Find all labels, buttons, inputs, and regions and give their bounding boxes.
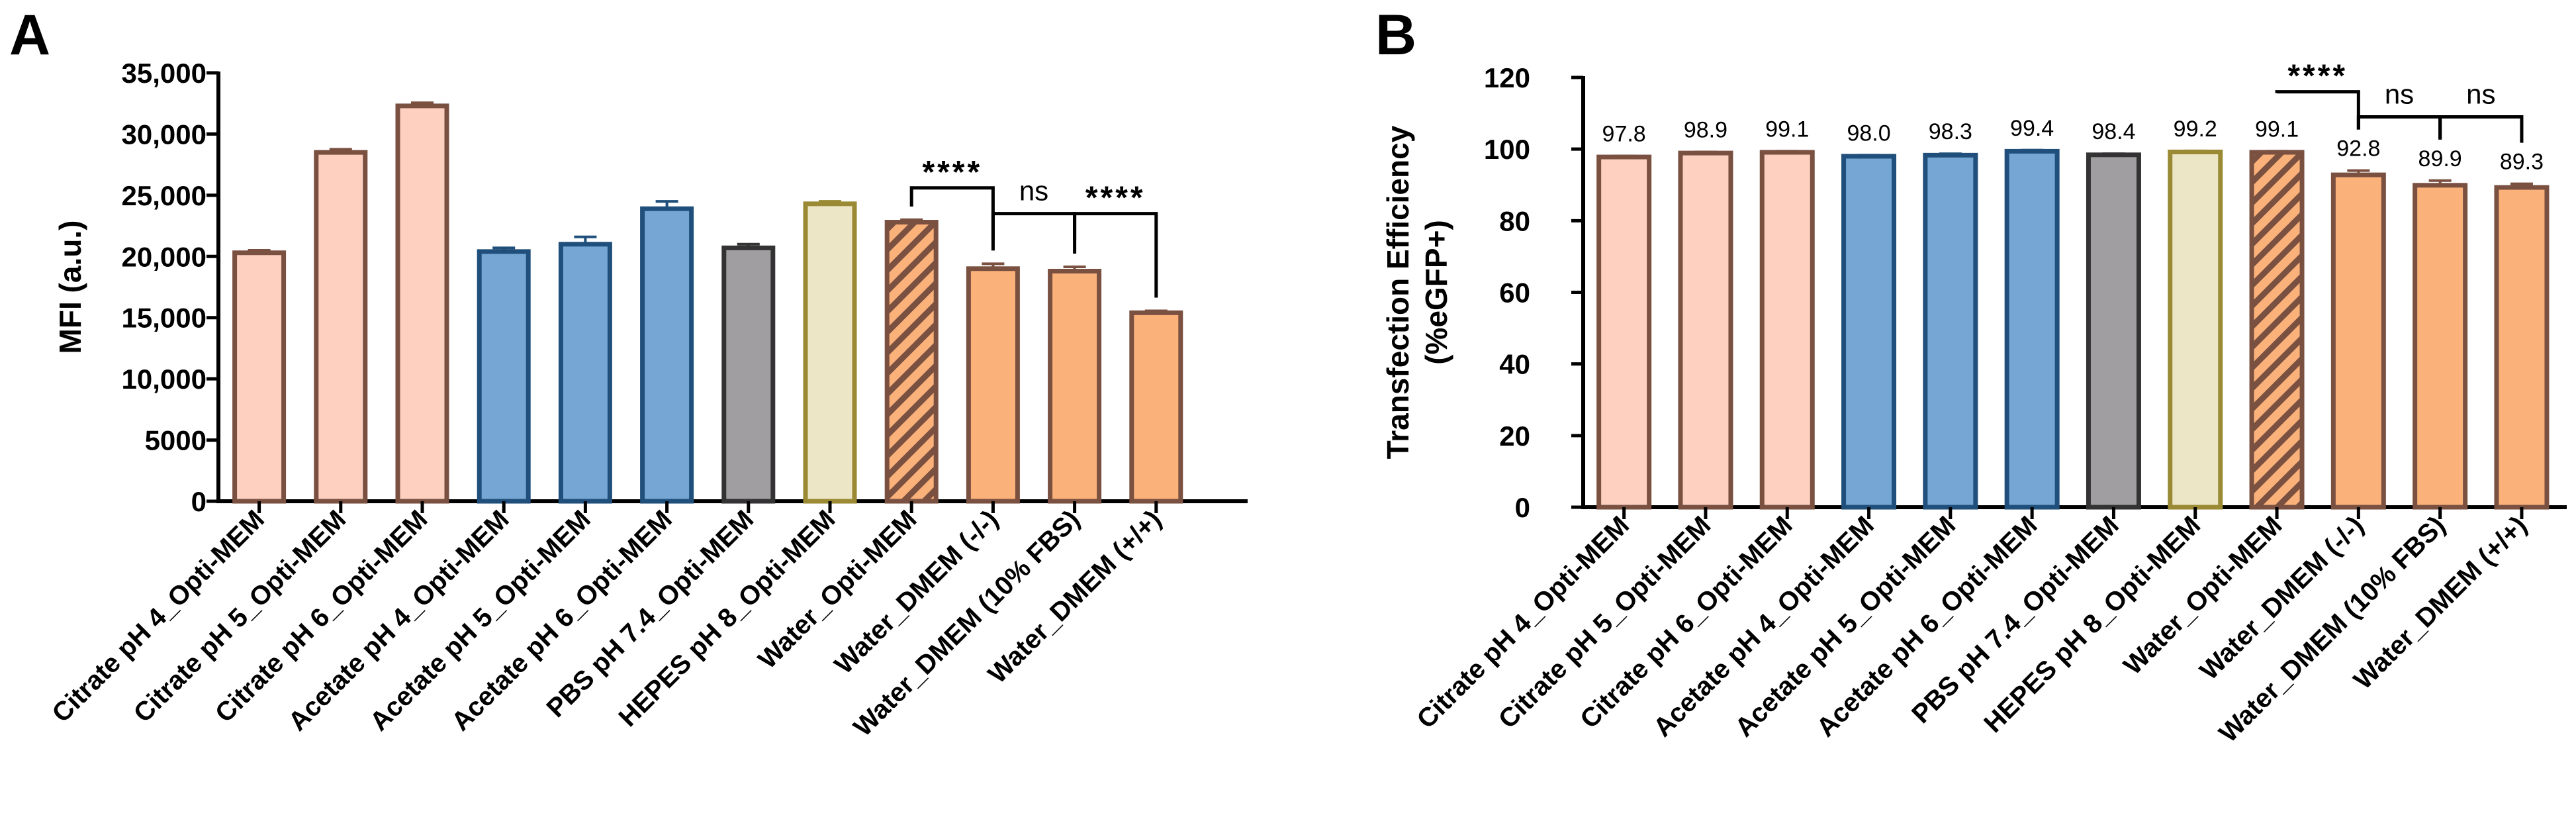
y-tick-label-a: 10,000	[122, 364, 207, 395]
value-label-b: 92.8	[2336, 136, 2380, 162]
bar-b	[1759, 150, 1815, 510]
y-tick-label-a: 30,000	[122, 119, 207, 150]
value-label-b: 99.4	[2010, 116, 2054, 141]
y-tick-label-a: 20,000	[122, 241, 207, 272]
bar-b	[1923, 152, 1978, 510]
value-label-b: 98.0	[1847, 121, 1890, 146]
significance-label-a: ns	[1019, 175, 1048, 207]
value-label-b: 89.9	[2418, 146, 2462, 171]
significance-bracket-a	[1073, 212, 1158, 298]
significance-label-a: ****	[922, 155, 982, 190]
bar-a	[314, 150, 368, 504]
value-label-b: 98.9	[1684, 117, 1727, 142]
significance-label-a: ****	[1085, 181, 1146, 216]
significance-bracket-b	[2275, 90, 2360, 130]
bar-b	[2168, 149, 2223, 510]
significance-bracket-b	[2438, 115, 2524, 143]
bar-b	[2413, 183, 2468, 510]
y-tick-label-b: 20	[1499, 420, 1530, 452]
bar-a	[640, 206, 694, 504]
y-tick-label-a: 35,000	[122, 58, 207, 89]
bar-b	[2494, 185, 2550, 510]
bar-a	[721, 245, 776, 504]
bar-b	[2249, 150, 2305, 510]
bar-b	[2004, 148, 2060, 510]
bar-a	[395, 103, 449, 504]
y-axis-title-b: Transfection Efficiency	[1381, 125, 1415, 459]
bar-b	[1596, 154, 1652, 510]
y-axis-title-a: MFI (a.u.)	[53, 220, 87, 354]
bar-b	[2330, 172, 2386, 510]
panel-letter-b: B	[1375, 3, 1416, 67]
bar-a	[558, 242, 612, 504]
y-tick-label-b: 60	[1499, 277, 1530, 309]
bar-b	[2086, 152, 2141, 510]
y-tick-label-b: 40	[1499, 349, 1530, 380]
value-label-b: 99.1	[2255, 117, 2299, 142]
significance-label-b: ns	[2385, 78, 2414, 109]
chart-b: 0 20 40 60 80 100 120 Transfection Efficiency (%…	[1381, 59, 2567, 748]
category-label-b: Water_Opti-MEM	[2118, 511, 2287, 680]
y-tick-label-a: 25,000	[122, 180, 207, 211]
bar-b	[1841, 154, 1897, 510]
category-label-a: Water_Opti-MEM	[753, 505, 922, 674]
y-tick-label-a: 0	[191, 486, 207, 517]
value-label-b: 99.1	[1765, 117, 1809, 142]
bar-a	[1048, 268, 1102, 504]
y-tick-label-b: 80	[1499, 205, 1530, 236]
y-tick-label-b: 0	[1515, 492, 1530, 523]
significance-bracket-a	[991, 212, 1077, 254]
significance-label-b: ns	[2466, 78, 2495, 109]
value-label-b: 99.2	[2174, 117, 2217, 142]
bar-a	[803, 201, 857, 504]
chart-a: 0 5000 10,000 15,000 20,000 25,000 30,000 35,00…	[46, 58, 1248, 742]
value-label-b: 98.3	[1929, 119, 1972, 144]
panel-letter-a: A	[9, 3, 50, 67]
y-tick-label-b: 100	[1484, 134, 1530, 165]
bar-a	[1129, 310, 1183, 504]
bar-a	[477, 249, 531, 504]
bar-a	[966, 266, 1020, 504]
value-label-b: 98.4	[2092, 119, 2135, 144]
significance-label-b: ****	[2287, 59, 2348, 94]
y-tick-label-b: 120	[1484, 62, 1530, 93]
y-tick-label-a: 15,000	[122, 303, 207, 334]
value-label-b: 89.3	[2500, 150, 2544, 175]
y-axis-title-line2-b: (%eGFP+)	[1419, 220, 1453, 365]
value-label-b: 97.8	[1602, 121, 1646, 146]
y-tick-label-a: 5000	[145, 425, 207, 456]
bar-b	[1678, 150, 1733, 510]
bar-a	[232, 250, 287, 504]
bar-a	[884, 220, 939, 504]
